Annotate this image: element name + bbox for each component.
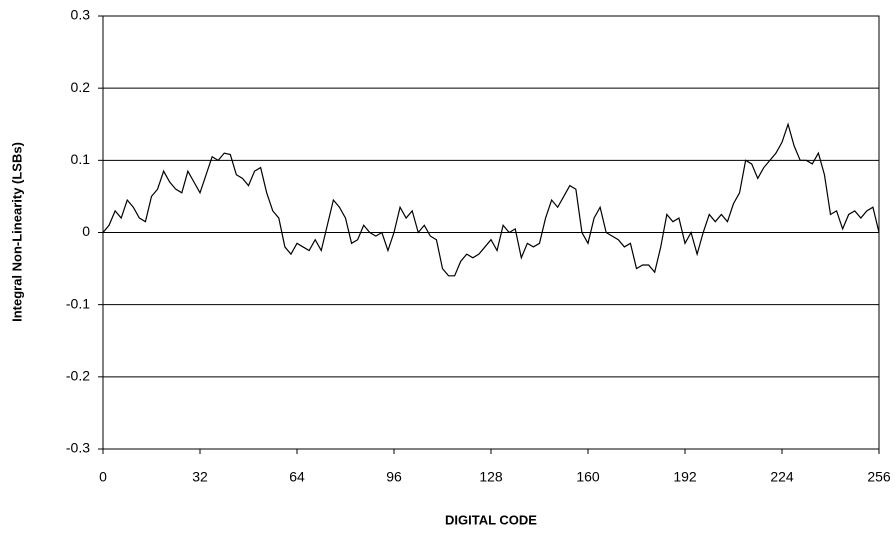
x-tick-label: 160 (576, 469, 600, 485)
x-tick-label: 128 (479, 469, 503, 485)
y-tick-label: 0.3 (71, 7, 91, 23)
x-tick-label: 256 (867, 469, 891, 485)
x-tick-label: 96 (386, 469, 402, 485)
x-tick-label: 192 (673, 469, 697, 485)
y-tick-label: -0.3 (66, 440, 90, 456)
y-axis-title: Integral Non-Linearity (LSBs) (9, 142, 24, 322)
y-tick-label: 0.1 (71, 151, 91, 167)
x-tick-label: 0 (99, 469, 107, 485)
data-line (102, 122, 880, 277)
x-tick-label: 224 (770, 469, 794, 485)
x-tick-label: 32 (192, 469, 208, 485)
y-tick-label: 0 (82, 223, 90, 239)
x-axis-title: DIGITAL CODE (445, 512, 537, 527)
y-tick-label: -0.2 (66, 368, 90, 384)
y-tick-label: -0.1 (66, 295, 90, 311)
y-tick-label: 0.2 (71, 79, 91, 95)
x-tick-label: 64 (289, 469, 305, 485)
